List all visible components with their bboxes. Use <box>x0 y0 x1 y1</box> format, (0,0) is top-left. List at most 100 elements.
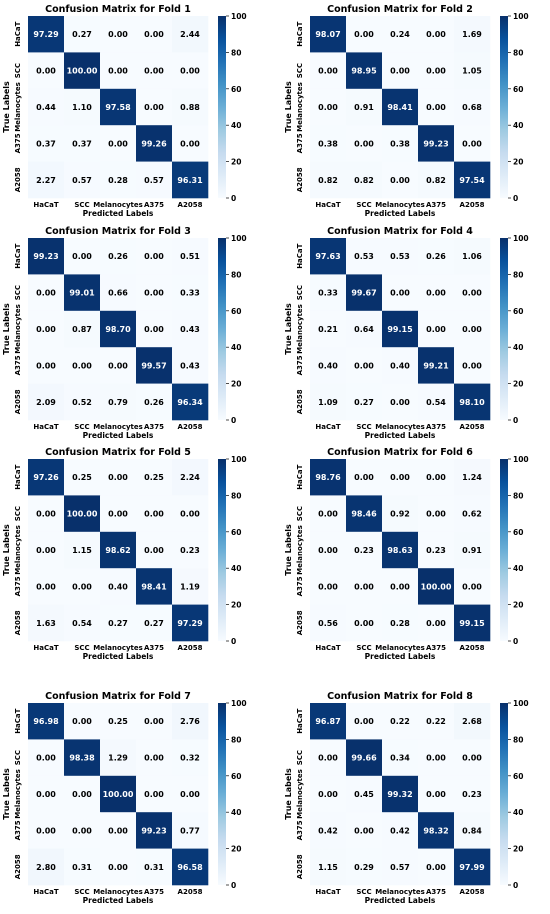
y-tick-label: A2058 <box>296 167 304 192</box>
x-tick-label: A375 <box>426 644 446 652</box>
x-tick-label: HaCaT <box>315 201 340 209</box>
y-axis-label: True Labels <box>2 303 11 355</box>
cell-value-label: 0.28 <box>108 176 128 185</box>
x-axis-label: Predicted Labels <box>365 431 436 440</box>
x-tick-label: SCC <box>356 423 371 431</box>
x-tick-label: SCC <box>356 201 371 209</box>
cell-value-label: 2.68 <box>462 717 482 726</box>
cell-value-label: 0.31 <box>144 863 164 872</box>
heatmap-cell <box>100 274 137 312</box>
colorbar-tick-label: 20 <box>513 601 523 610</box>
heatmap-cell <box>382 310 419 348</box>
heatmap-cell <box>28 495 65 533</box>
heatmap-cell <box>454 238 491 275</box>
heatmap-cell <box>310 383 347 421</box>
heatmap-cell <box>28 52 65 90</box>
cell-value-label: 0.33 <box>180 289 200 298</box>
cell-value-label: 0.27 <box>354 398 374 407</box>
heatmap-cell <box>28 812 65 849</box>
heatmap-cell <box>454 274 491 312</box>
y-tick-label: SCC <box>14 750 22 765</box>
heatmap-cell <box>28 125 65 162</box>
cell-value-label: 0.88 <box>180 103 200 112</box>
heatmap-cell <box>346 495 383 533</box>
colorbar-tick-label: 20 <box>231 601 241 610</box>
cell-value-label: 99.15 <box>459 619 485 628</box>
heatmap-cell <box>28 88 65 126</box>
cell-value-label: 0.00 <box>72 361 92 370</box>
cell-value-label: 0.00 <box>390 473 410 482</box>
cell-value-label: 1.06 <box>462 252 482 261</box>
cell-value-label: 0.26 <box>108 252 128 261</box>
x-tick-label: A375 <box>144 423 164 431</box>
cell-value-label: 0.91 <box>354 103 374 112</box>
cell-value-label: 0.27 <box>144 619 164 628</box>
y-tick-label: SCC <box>296 506 304 521</box>
cell-value-label: 98.32 <box>423 826 448 835</box>
cell-value-label: 0.28 <box>390 619 410 628</box>
heatmap-cell <box>418 848 455 886</box>
heatmap-cell <box>28 161 65 199</box>
colorbar-tick-label: 80 <box>231 270 241 279</box>
colorbar-tick-label: 80 <box>513 735 523 744</box>
cell-value-label: 0.00 <box>426 473 446 482</box>
confusion-matrix-panel: Confusion Matrix for Fold 6 98.76 0.00 0.00… <box>284 447 529 661</box>
colorbar-tick-label: 80 <box>513 270 523 279</box>
cell-value-label: 0.00 <box>36 790 56 799</box>
cell-value-label: 0.00 <box>462 754 482 763</box>
cell-value-label: 1.63 <box>36 619 56 628</box>
heatmap-cell <box>418 16 455 53</box>
cell-value-label: 0.00 <box>462 325 482 334</box>
colorbar-tick-label: 100 <box>513 699 529 708</box>
heatmap-cell <box>64 238 101 275</box>
heatmap-cell <box>64 531 101 569</box>
cell-value-label: 0.00 <box>354 361 374 370</box>
heatmap-cell <box>346 125 383 162</box>
heatmap-cell <box>100 531 137 569</box>
y-tick-label: Melanocytes <box>14 769 22 819</box>
cell-value-label: 1.15 <box>72 546 92 555</box>
cell-value-label: 0.45 <box>354 790 374 799</box>
chart-title: Confusion Matrix for Fold 4 <box>327 226 473 237</box>
chart-title: Confusion Matrix for Fold 3 <box>45 226 191 237</box>
colorbar-tick-label: 20 <box>513 845 523 854</box>
heatmap-cell <box>136 604 173 642</box>
cell-value-label: 0.57 <box>72 176 92 185</box>
cell-value-label: 0.25 <box>108 717 128 726</box>
cell-value-label: 0.29 <box>354 863 374 872</box>
cell-value-label: 0.00 <box>426 863 446 872</box>
y-tick-label: A375 <box>14 820 22 840</box>
heatmap-cell <box>418 310 455 348</box>
heatmap-cell <box>64 812 101 849</box>
cell-value-label: 0.00 <box>318 67 338 76</box>
heatmap-cell <box>100 383 137 421</box>
colorbar-tick-label: 80 <box>513 491 523 500</box>
heatmap-cell <box>346 52 383 90</box>
colorbar <box>218 16 226 198</box>
heatmap-cell <box>454 16 491 53</box>
y-tick-label: Melanocytes <box>14 304 22 354</box>
cell-value-label: 0.82 <box>354 176 374 185</box>
colorbar-tick-label: 20 <box>513 380 523 389</box>
y-tick-label: HaCaT <box>296 708 304 733</box>
colorbar <box>500 16 508 198</box>
heatmap-cell <box>136 703 173 740</box>
cell-value-label: 0.87 <box>72 325 92 334</box>
cell-value-label: 100.00 <box>67 67 98 76</box>
heatmap-cell <box>136 16 173 53</box>
cell-value-label: 97.63 <box>315 252 340 261</box>
colorbar-tick-label: 40 <box>513 343 523 352</box>
heatmap-cell <box>418 347 455 384</box>
heatmap-cell <box>64 848 101 886</box>
colorbar-tick-label: 60 <box>513 307 523 316</box>
heatmap-cell <box>172 848 209 886</box>
heatmap-cell <box>310 347 347 384</box>
heatmap-cell <box>28 347 65 384</box>
cell-value-label: 0.00 <box>72 582 92 591</box>
heatmap-cell <box>418 383 455 421</box>
confusion-matrix-panel: Confusion Matrix for Fold 7 96.98 0.00 0.25… <box>2 691 247 905</box>
heatmap-cell <box>64 347 101 384</box>
y-tick-label: SCC <box>14 285 22 300</box>
cell-value-label: 0.33 <box>318 289 338 298</box>
heatmap-cell <box>64 459 101 496</box>
